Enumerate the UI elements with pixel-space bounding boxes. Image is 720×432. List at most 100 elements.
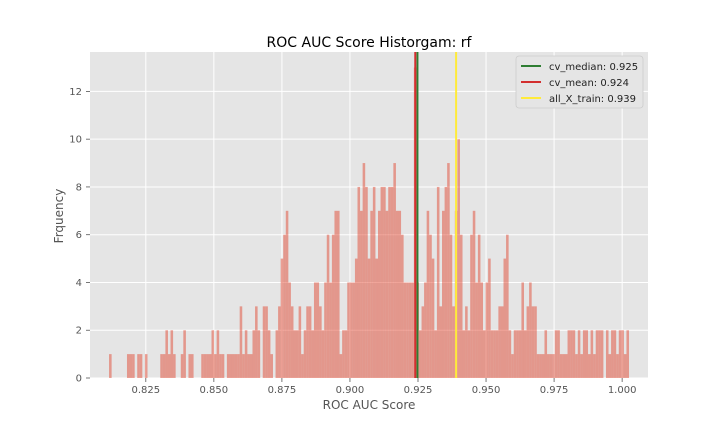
histogram-bar [411, 282, 414, 378]
histogram-bar [377, 210, 381, 378]
legend-label-cv-mean: cv_mean: 0.924 [549, 78, 629, 89]
histogram-bar [600, 330, 604, 378]
histogram-bar [480, 282, 484, 378]
histogram-bar [214, 354, 217, 378]
histogram-bar [398, 210, 402, 378]
histogram-bar [552, 354, 555, 378]
histogram-bar [539, 354, 542, 378]
legend-box [515, 55, 644, 109]
histogram-bar [562, 354, 565, 378]
histogram-bar [311, 330, 314, 378]
histogram-bar [278, 306, 281, 378]
histogram-bar [549, 354, 553, 378]
reference-lines [414, 52, 458, 378]
y-tick-label: 0 [76, 374, 82, 385]
histogram-bar [506, 234, 509, 378]
histogram-bar [444, 186, 448, 378]
histogram-bar [339, 354, 343, 378]
histogram-bar [326, 234, 330, 378]
histogram-bar [495, 330, 499, 378]
y-axis-title: Frquency [52, 189, 66, 244]
chart-title: ROC AUC Score Historgam: rf [267, 35, 473, 51]
histogram-bar [395, 210, 399, 378]
histogram-bar [201, 354, 204, 378]
histogram-bar [234, 354, 238, 378]
histogram-bar [324, 282, 327, 378]
y-tick-label: 4 [76, 278, 82, 289]
histogram-bar [406, 282, 409, 378]
histogram-bar [608, 354, 612, 378]
histogram-bar [477, 234, 481, 378]
histogram-bar [231, 354, 235, 378]
x-tick-label: 0.925 [404, 385, 433, 396]
histogram-bar [331, 234, 335, 378]
histogram-bar [465, 306, 468, 378]
histogram-bar [408, 282, 412, 378]
histogram-bar [262, 306, 266, 378]
histogram-bar [388, 186, 391, 378]
histogram-bar [577, 330, 581, 378]
histogram-bar [375, 258, 378, 378]
histogram-bar [493, 330, 496, 378]
y-tick-label: 10 [69, 135, 82, 146]
histogram-bar [475, 282, 478, 378]
histogram-bar [280, 258, 284, 378]
histogram-bar [296, 330, 299, 378]
histogram-bar [598, 330, 601, 378]
histogram-bar [383, 186, 386, 378]
histogram-bar [221, 354, 225, 378]
x-tick-label: 0.875 [268, 385, 297, 396]
histogram-bar [267, 330, 271, 378]
histogram-bar [344, 330, 348, 378]
histogram-bar [564, 354, 568, 378]
histogram-bar [459, 234, 463, 378]
histogram-bar [319, 306, 322, 378]
x-tick-label: 0.950 [472, 385, 501, 396]
histogram-bar [298, 306, 302, 378]
histogram-bar [472, 210, 476, 378]
y-axis-ticks: 0 2 4 6 8 10 12 [69, 87, 90, 385]
histogram-bar [247, 354, 250, 378]
histogram-bar [582, 330, 586, 378]
histogram-bar [380, 186, 384, 378]
histogram-bar [334, 210, 338, 378]
histogram-bar [170, 330, 174, 378]
histogram-bar [567, 330, 571, 378]
histogram-bar [547, 354, 550, 378]
legend-label-all-x-train: all_X_train: 0.939 [549, 94, 636, 105]
histogram-bar [293, 330, 297, 378]
histogram-bar [390, 186, 394, 378]
histogram-bar [626, 330, 630, 378]
histogram-bar [490, 330, 494, 378]
histogram-bar [418, 330, 422, 378]
histogram-bar [621, 330, 624, 378]
histogram-bar [226, 354, 230, 378]
histogram-bar [523, 330, 527, 378]
histogram-bar [623, 354, 627, 378]
histogram-bar [593, 354, 596, 378]
x-axis-title: ROC AUC Score [323, 398, 416, 412]
histogram-bar [518, 330, 522, 378]
histogram-bar [554, 330, 558, 378]
histogram-bar [252, 330, 256, 378]
histogram-bar [167, 354, 171, 378]
histogram-bar [529, 282, 532, 378]
histogram-bar [237, 354, 240, 378]
histogram-bar [303, 330, 307, 378]
histogram-bar [385, 210, 389, 378]
histogram-bar [283, 234, 286, 378]
histogram-bar [516, 330, 519, 378]
histogram-bar [329, 282, 332, 378]
histogram-bars [109, 67, 630, 379]
y-tick-label: 12 [69, 87, 82, 98]
histogram-bar [109, 354, 112, 378]
x-axis-ticks: 0.825 0.850 0.875 0.900 0.925 0.950 0.975 1.000 [131, 378, 636, 396]
histogram-bar [265, 306, 268, 378]
x-tick-label: 1.000 [608, 385, 637, 396]
histogram-bar [585, 330, 589, 378]
histogram-bar [429, 234, 432, 378]
histogram-bar [457, 139, 460, 378]
histogram-bar [211, 330, 215, 378]
histogram-bar [308, 306, 312, 378]
histogram-bar [357, 186, 361, 378]
